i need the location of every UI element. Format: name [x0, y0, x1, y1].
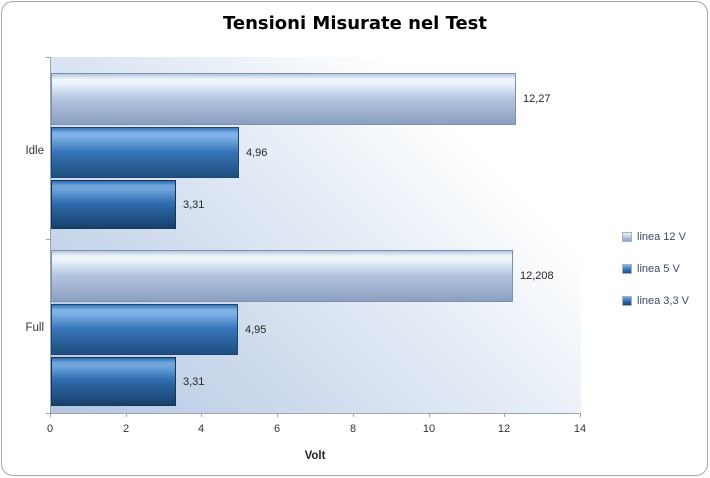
x-axis-tick-label: 14 — [573, 423, 587, 435]
x-axis-tick — [353, 413, 354, 417]
x-axis-tick — [429, 413, 430, 417]
bar-value-label: 4,95 — [245, 323, 267, 336]
legend: linea 12 V linea 5 V linea 3,3 V — [622, 221, 689, 317]
legend-marker-icon — [622, 264, 632, 274]
x-axis-tick-label: 4 — [197, 423, 205, 435]
bar-linea12V-idle[interactable] — [51, 73, 516, 125]
x-axis-tick — [201, 413, 202, 417]
bar-value-label: 12,27 — [523, 93, 551, 105]
x-axis-tick — [126, 413, 127, 417]
y-axis-tick — [46, 239, 50, 240]
bar-value-label: 3,31 — [183, 375, 205, 388]
x-axis-tick-label: 0 — [46, 423, 54, 435]
x-axis-tick — [504, 413, 505, 417]
bar-linea33V-full[interactable] — [51, 357, 176, 406]
category-label-idle: Idle — [25, 145, 44, 157]
bar-linea5V-full[interactable] — [51, 304, 238, 355]
legend-item-label: linea 3,3 V — [637, 295, 689, 307]
category-label-full: Full — [25, 322, 44, 334]
x-axis-tick-label: 6 — [273, 423, 281, 435]
x-axis-tick — [277, 413, 278, 417]
x-axis-tick-label: 8 — [349, 423, 357, 435]
bar-value-label: 3,31 — [183, 198, 205, 211]
y-axis-tick — [46, 57, 50, 58]
legend-item-label: linea 5 V — [637, 263, 680, 275]
legend-marker-icon — [622, 296, 632, 306]
bar-linea5V-idle[interactable] — [51, 127, 239, 178]
x-axis-tick — [50, 413, 51, 417]
y-axis-tick — [46, 413, 50, 414]
chart-title: Tensioni Misurate nel Test — [223, 13, 487, 34]
x-axis-tick-label: 12 — [497, 423, 511, 435]
legend-item-label: linea 12 V — [637, 231, 686, 243]
legend-item-linea33V[interactable]: linea 3,3 V — [622, 285, 689, 317]
legend-item-linea12V[interactable]: linea 12 V — [622, 221, 689, 253]
x-axis-tick — [580, 413, 581, 417]
bar-value-label: 4,96 — [246, 146, 268, 159]
bar-value-label: 12,208 — [520, 270, 554, 282]
legend-item-linea5V[interactable]: linea 5 V — [622, 253, 689, 285]
bar-linea12V-full[interactable] — [51, 250, 513, 302]
x-axis-tick-label: 10 — [422, 423, 436, 435]
x-axis-tick-label: 2 — [122, 423, 130, 435]
legend-marker-icon — [622, 232, 632, 242]
x-axis-title: Volt — [304, 450, 326, 462]
plot-area — [50, 57, 581, 414]
bar-linea33V-idle[interactable] — [51, 180, 176, 229]
